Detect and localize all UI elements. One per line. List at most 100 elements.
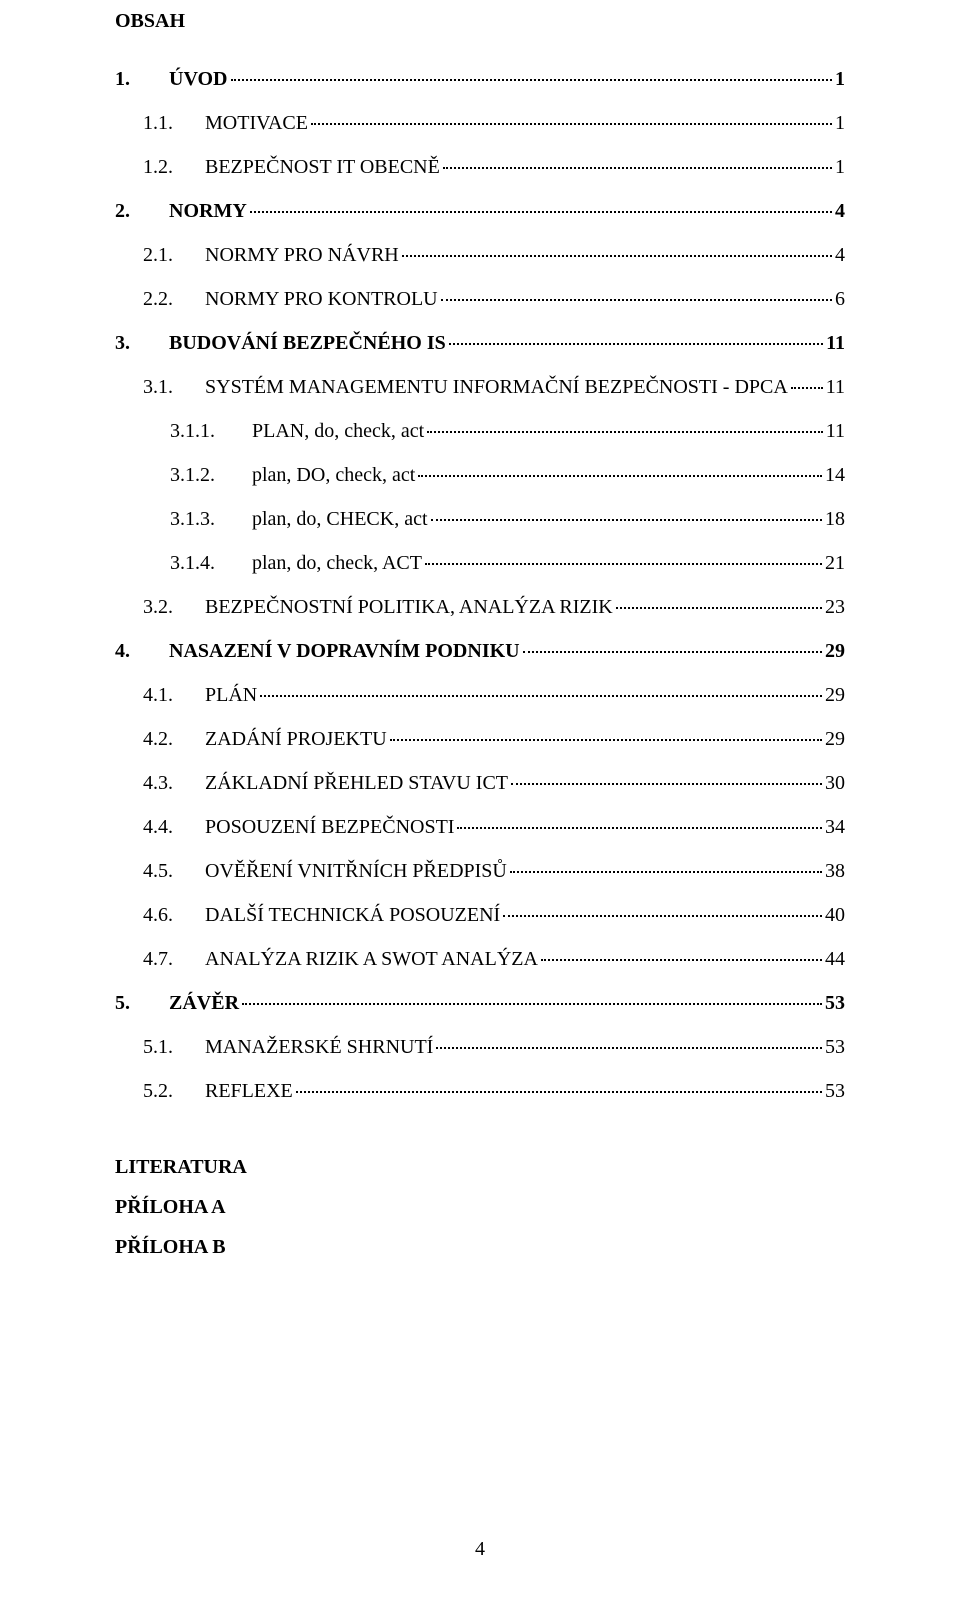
toc-entry: 3.BUDOVÁNÍ BEZPEČNÉHO IS11 xyxy=(115,329,845,357)
toc-leader-dots xyxy=(418,461,822,477)
toc-label: plan, do, check, ACT xyxy=(252,549,422,577)
toc-entry: 3.2.BEZPEČNOSTNÍ POLITIKA, ANALÝZA RIZIK… xyxy=(115,593,845,621)
toc-leader-dots xyxy=(511,769,822,785)
toc-entry: 3.1.SYSTÉM MANAGEMENTU INFORMAČNÍ BEZPEČ… xyxy=(115,373,845,401)
toc-heading: OBSAH xyxy=(115,10,845,33)
toc-number: 5.2. xyxy=(143,1077,205,1105)
toc-leader-dots xyxy=(425,549,822,565)
toc-label: SYSTÉM MANAGEMENTU INFORMAČNÍ BEZPEČNOST… xyxy=(205,373,788,401)
toc-number: 3.1.4. xyxy=(170,549,252,577)
toc-page: 30 xyxy=(825,769,845,797)
toc-label: DALŠÍ TECHNICKÁ POSOUZENÍ xyxy=(205,901,500,929)
toc-number: 4. xyxy=(115,637,169,665)
toc-number: 4.3. xyxy=(143,769,205,797)
toc-number: 3.1.3. xyxy=(170,505,252,533)
toc-label: ANALÝZA RIZIK A SWOT ANALÝZA xyxy=(205,945,538,973)
toc-page: 38 xyxy=(825,857,845,885)
toc-number: 5. xyxy=(115,989,169,1017)
toc-page: 21 xyxy=(825,549,845,577)
toc-label: plan, DO, check, act xyxy=(252,461,415,489)
toc-page: 53 xyxy=(825,1077,845,1105)
end-line: PŘÍLOHA A xyxy=(115,1187,845,1227)
toc-leader-dots xyxy=(457,813,822,829)
toc-entry: 4.3.ZÁKLADNÍ PŘEHLED STAVU ICT 30 xyxy=(115,769,845,797)
toc-entry: 5.2.REFLEXE53 xyxy=(115,1077,845,1105)
toc-label: NORMY PRO NÁVRH xyxy=(205,241,399,269)
toc-leader-dots xyxy=(523,637,822,653)
toc-number: 4.6. xyxy=(143,901,205,929)
toc-entry: 2.NORMY4 xyxy=(115,197,845,225)
toc-label: plan, do, CHECK, act xyxy=(252,505,428,533)
toc-leader-dots xyxy=(402,241,832,257)
toc-page: 4 xyxy=(835,241,845,269)
toc-label: ZÁVĚR xyxy=(169,989,239,1017)
toc-number: 1.1. xyxy=(143,109,205,137)
toc-number: 4.4. xyxy=(143,813,205,841)
toc-leader-dots xyxy=(449,329,823,345)
toc-label: ZADÁNÍ PROJEKTU xyxy=(205,725,387,753)
toc-entry: 4.NASAZENÍ V DOPRAVNÍM PODNIKU 29 xyxy=(115,637,845,665)
toc-number: 4.1. xyxy=(143,681,205,709)
toc-label: PLAN, do, check, act xyxy=(252,417,424,445)
toc-leader-dots xyxy=(231,65,833,81)
toc-page: 11 xyxy=(826,417,845,445)
toc-label: MANAŽERSKÉ SHRNUTÍ xyxy=(205,1033,433,1061)
toc-entry: 4.2.ZADÁNÍ PROJEKTU29 xyxy=(115,725,845,753)
toc-entry: 3.1.3.plan, do, CHECK, act18 xyxy=(115,505,845,533)
toc-label: NASAZENÍ V DOPRAVNÍM PODNIKU xyxy=(169,637,520,665)
toc-leader-dots xyxy=(541,945,822,961)
toc-number: 3.2. xyxy=(143,593,205,621)
toc-label: BUDOVÁNÍ BEZPEČNÉHO IS xyxy=(169,329,446,357)
toc-number: 4.5. xyxy=(143,857,205,885)
toc-label: NORMY PRO KONTROLU xyxy=(205,285,438,313)
toc-leader-dots xyxy=(510,857,822,873)
toc-leader-dots xyxy=(443,153,832,169)
toc-leader-dots xyxy=(260,681,822,697)
toc-entry: 3.1.2.plan, DO, check, act14 xyxy=(115,461,845,489)
toc-label: ZÁKLADNÍ PŘEHLED STAVU ICT xyxy=(205,769,508,797)
toc-entry: 5.1.MANAŽERSKÉ SHRNUTÍ 53 xyxy=(115,1033,845,1061)
page-number: 4 xyxy=(0,1538,960,1561)
toc-page: 1 xyxy=(835,153,845,181)
toc-number: 3.1. xyxy=(143,373,205,401)
toc-entry: 3.1.4.plan, do, check, ACT 21 xyxy=(115,549,845,577)
toc-number: 2.2. xyxy=(143,285,205,313)
toc-entry: 1.ÚVOD1 xyxy=(115,65,845,93)
toc-entry: 2.2.NORMY PRO KONTROLU6 xyxy=(115,285,845,313)
end-line: LITERATURA xyxy=(115,1147,845,1187)
toc-label: MOTIVACE xyxy=(205,109,308,137)
page: OBSAH 1.ÚVOD11.1.MOTIVACE11.2.BEZPEČNOST… xyxy=(0,0,960,1619)
toc-number: 4.7. xyxy=(143,945,205,973)
toc-page: 11 xyxy=(826,373,845,401)
end-line: PŘÍLOHA B xyxy=(115,1227,845,1267)
toc-page: 44 xyxy=(825,945,845,973)
toc-leader-dots xyxy=(296,1077,822,1093)
toc-number: 1.2. xyxy=(143,153,205,181)
toc-entry: 4.1.PLÁN29 xyxy=(115,681,845,709)
toc-page: 34 xyxy=(825,813,845,841)
toc-label: BEZPEČNOST IT OBECNĚ xyxy=(205,153,440,181)
toc-page: 53 xyxy=(825,1033,845,1061)
toc-number: 2. xyxy=(115,197,169,225)
toc-number: 5.1. xyxy=(143,1033,205,1061)
toc-label: NORMY xyxy=(169,197,247,225)
toc-entry: 4.5.OVĚŘENÍ VNITŘNÍCH PŘEDPISŮ 38 xyxy=(115,857,845,885)
toc-leader-dots xyxy=(250,197,832,213)
toc-entry: 1.2.BEZPEČNOST IT OBECNĚ 1 xyxy=(115,153,845,181)
toc-page: 14 xyxy=(825,461,845,489)
toc-page: 29 xyxy=(825,637,845,665)
toc-number: 1. xyxy=(115,65,169,93)
toc-page: 23 xyxy=(825,593,845,621)
toc-entry: 4.6.DALŠÍ TECHNICKÁ POSOUZENÍ40 xyxy=(115,901,845,929)
toc-label: OVĚŘENÍ VNITŘNÍCH PŘEDPISŮ xyxy=(205,857,507,885)
toc-entry: 1.1.MOTIVACE1 xyxy=(115,109,845,137)
end-block: LITERATURA PŘÍLOHA A PŘÍLOHA B xyxy=(115,1147,845,1267)
toc-page: 29 xyxy=(825,725,845,753)
toc-leader-dots xyxy=(311,109,832,125)
toc-page: 1 xyxy=(835,65,845,93)
toc-entry: 3.1.1.PLAN, do, check, act11 xyxy=(115,417,845,445)
toc-leader-dots xyxy=(431,505,822,521)
toc-number: 2.1. xyxy=(143,241,205,269)
toc-leader-dots xyxy=(242,989,822,1005)
toc-entry: 4.7.ANALÝZA RIZIK A SWOT ANALÝZA 44 xyxy=(115,945,845,973)
